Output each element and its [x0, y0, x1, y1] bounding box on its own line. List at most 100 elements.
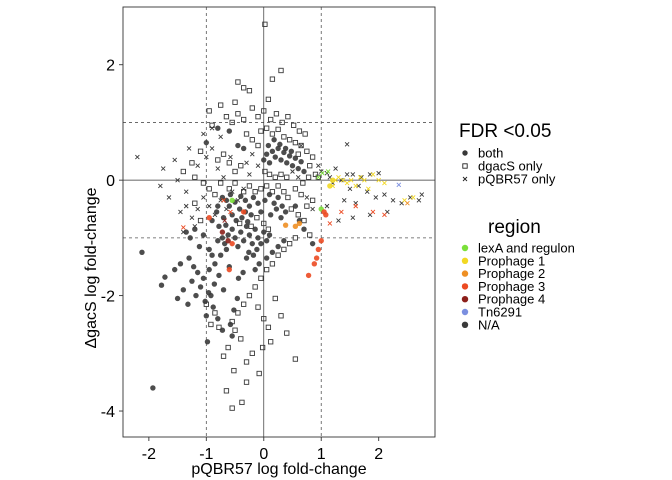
data-point	[216, 223, 222, 230]
data-point	[281, 149, 287, 156]
data-point	[246, 88, 253, 94]
data-point	[275, 243, 281, 250]
data-point	[255, 142, 261, 149]
data-point	[285, 114, 291, 120]
data-point	[277, 141, 283, 148]
data-point	[269, 148, 276, 154]
y-tick-label: 0	[106, 173, 115, 190]
data-point	[203, 301, 209, 307]
data-point	[240, 145, 247, 152]
data-point	[189, 278, 195, 284]
data-point	[249, 350, 255, 356]
data-point	[208, 321, 214, 328]
data-point	[275, 183, 281, 189]
data-point	[206, 266, 212, 273]
data-point	[235, 243, 241, 250]
region-points	[405, 200, 410, 206]
legend-label: Prophage 3	[478, 279, 545, 294]
data-point	[258, 275, 264, 281]
data-point	[235, 275, 242, 281]
data-point	[236, 206, 243, 212]
data-point	[248, 223, 254, 229]
data-point	[281, 134, 287, 140]
data-point-prophage-3	[339, 209, 344, 215]
data-point-prophage-4	[225, 238, 231, 244]
data-point-prophage-2	[405, 200, 410, 206]
data-point	[243, 131, 250, 137]
data-point-prophage-3	[323, 212, 329, 218]
region-points	[219, 229, 231, 244]
data-point-prophage-1	[376, 177, 382, 183]
data-point	[213, 209, 220, 215]
data-point	[278, 67, 284, 74]
region-points	[222, 218, 228, 223]
data-point	[240, 269, 246, 276]
data-point-prophage-3	[226, 266, 232, 273]
region-points	[330, 172, 416, 203]
data-point	[187, 235, 193, 241]
data-point	[219, 327, 226, 333]
data-point	[258, 186, 264, 192]
data-point	[265, 96, 272, 102]
data-point	[212, 310, 218, 316]
data-point-lexa-and-regulon	[229, 197, 235, 204]
data-point	[249, 151, 255, 157]
data-point-prophage-3	[353, 203, 359, 209]
data-point	[255, 200, 261, 206]
data-point	[263, 125, 270, 131]
data-point	[226, 160, 232, 166]
data-point	[226, 186, 232, 192]
data-point-prophage-1	[353, 183, 359, 189]
data-point	[262, 21, 268, 27]
data-point	[175, 177, 180, 183]
data-point	[232, 327, 238, 333]
data-point	[206, 246, 212, 253]
data-point	[203, 139, 210, 146]
data-point	[192, 200, 198, 206]
data-point	[266, 191, 273, 198]
data-point	[189, 215, 195, 220]
data-point	[206, 108, 212, 114]
data-point	[209, 125, 215, 131]
data-point	[265, 142, 272, 149]
data-point	[273, 206, 280, 212]
data-point	[221, 174, 226, 180]
data-point	[172, 157, 178, 163]
data-point	[350, 215, 356, 220]
legend-fdr-title: FDR <0.05	[459, 121, 551, 142]
data-point-lexa-and-regulon	[316, 174, 321, 180]
data-point	[218, 180, 224, 186]
data-point	[232, 180, 238, 186]
data-point	[248, 212, 254, 218]
data-point	[309, 154, 316, 160]
data-point	[282, 145, 289, 152]
data-point	[296, 128, 303, 134]
region-points	[282, 220, 303, 230]
data-point-prophage-3	[228, 209, 233, 215]
data-point	[302, 131, 308, 137]
data-point	[290, 169, 295, 174]
data-point	[279, 203, 285, 209]
data-point	[255, 235, 261, 241]
data-point	[228, 154, 233, 160]
data-point	[295, 151, 301, 157]
data-point-prophage-1	[382, 180, 387, 186]
region-points	[396, 182, 402, 188]
data-point	[200, 275, 207, 281]
data-point	[292, 155, 299, 161]
data-point	[298, 142, 304, 149]
data-point	[243, 223, 250, 230]
data-point	[256, 370, 262, 377]
data-point-prophage-1	[336, 174, 341, 180]
data-point	[203, 313, 210, 319]
legend-label: Prophage 1	[478, 253, 545, 268]
data-point	[258, 209, 264, 215]
data-point	[160, 166, 166, 171]
data-point	[309, 240, 316, 247]
data-point	[174, 295, 181, 302]
data-point	[279, 119, 285, 126]
data-point	[255, 304, 261, 310]
data-point	[252, 226, 258, 232]
legend-key-color	[461, 283, 469, 290]
data-point	[286, 137, 293, 143]
